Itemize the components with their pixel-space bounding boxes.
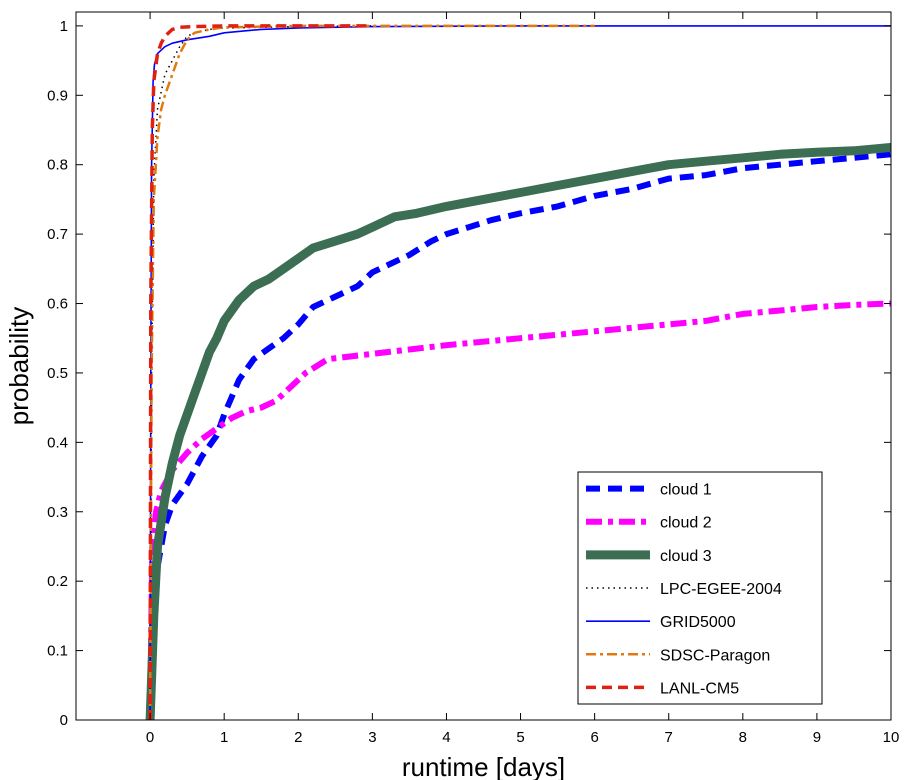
y-tick-label: 0.4 bbox=[47, 434, 68, 451]
y-axis-label: probability bbox=[4, 307, 34, 426]
series-line-3 bbox=[145, 142, 892, 721]
legend-label-3: cloud 3 bbox=[660, 548, 712, 565]
legend-label-5: GRID5000 bbox=[660, 614, 736, 631]
x-tick-label: 10 bbox=[883, 729, 900, 746]
series-line-1 bbox=[147, 151, 892, 721]
plot-frame bbox=[75, 11, 892, 721]
x-tick-label: 5 bbox=[516, 729, 524, 746]
y-tick-label: 1 bbox=[60, 18, 68, 35]
legend-label-7: LANL-CM5 bbox=[660, 680, 739, 697]
y-tick-label: 0.6 bbox=[47, 296, 68, 313]
y-tick-label: 0.2 bbox=[47, 573, 68, 590]
legend-label-6: SDSC-Paragon bbox=[660, 647, 770, 664]
x-tick-label: 4 bbox=[442, 729, 450, 746]
series-line-6 bbox=[148, 24, 595, 721]
legend-box bbox=[577, 471, 823, 705]
x-tick-label: 9 bbox=[813, 729, 821, 746]
y-tick-label: 0.9 bbox=[47, 87, 68, 104]
series-line-2 bbox=[147, 300, 892, 721]
y-tick-label: 0.1 bbox=[47, 643, 68, 660]
y-tick-label: 0.7 bbox=[47, 226, 68, 243]
legend: cloud 1 cloud 2 cloud 3 LPC-EGEE-2004 GRID50… bbox=[577, 471, 823, 705]
series-layer bbox=[145, 24, 892, 721]
legend-label-1: cloud 1 bbox=[660, 482, 712, 499]
x-tick-label: 7 bbox=[665, 729, 673, 746]
legend-label-2: cloud 2 bbox=[660, 515, 712, 532]
y-tick-label: 0 bbox=[60, 712, 68, 729]
y-tick-label: 0.5 bbox=[47, 365, 68, 382]
x-tick-label: 8 bbox=[739, 729, 747, 746]
x-tick-label: 2 bbox=[294, 729, 302, 746]
x-tick-label: 1 bbox=[220, 729, 228, 746]
x-tick-label: 3 bbox=[368, 729, 376, 746]
y-tick-label: 0.3 bbox=[47, 504, 68, 521]
x-tick-label: 0 bbox=[146, 729, 154, 746]
y-tick-label: 0.8 bbox=[47, 157, 68, 174]
x-axis-label: runtime [days] bbox=[402, 752, 565, 780]
legend-label-4: LPC-EGEE-2004 bbox=[660, 581, 782, 598]
tick-layer: 0 1 2 3 4 5 6 7 8 9 10 0 0.1 0.2 0.3 0.4 0.5 0.6 0.7 0.8 0.9… bbox=[47, 12, 899, 746]
x-tick-label: 6 bbox=[590, 729, 598, 746]
